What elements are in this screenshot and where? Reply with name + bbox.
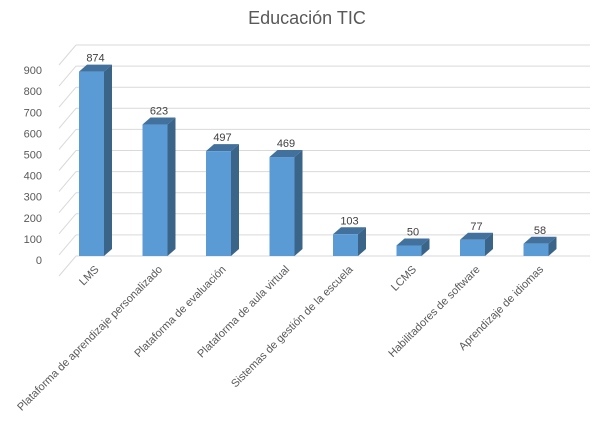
grid-diagonal — [58, 171, 77, 192]
data-label: 497 — [213, 132, 231, 144]
grid-diagonal — [58, 150, 77, 171]
bar-top — [333, 227, 366, 235]
bar-side — [358, 227, 366, 256]
bar-top — [460, 232, 493, 240]
grid-diagonal — [58, 213, 77, 235]
grid-diagonal — [58, 86, 77, 108]
data-label: 50 — [407, 226, 419, 238]
bar-side — [485, 232, 493, 256]
grid-diagonal — [58, 107, 77, 129]
grid-diagonal — [58, 255, 77, 277]
x-category-label: Plataforma de aprendizaje personalizado — [15, 264, 165, 414]
data-label: 469 — [277, 138, 295, 150]
bar-side — [167, 117, 176, 256]
x-category-label: Sistemas de gestión de la escuela — [229, 263, 356, 390]
bar-side — [231, 144, 239, 256]
bar-side — [548, 236, 557, 256]
bar-top — [523, 236, 557, 244]
bar-top — [206, 144, 239, 152]
y-tick-label: 0 — [36, 255, 42, 267]
y-tick-label: 100 — [24, 234, 42, 246]
y-tick-label: 700 — [24, 107, 42, 119]
bar-top — [79, 64, 112, 72]
y-tick-label: 800 — [24, 86, 42, 98]
bar-side — [421, 238, 430, 256]
grid-diagonal — [58, 234, 77, 256]
bar — [523, 243, 549, 256]
y-tick-label: 200 — [24, 213, 42, 225]
y-tick-label: 600 — [24, 128, 42, 140]
data-label: 77 — [470, 221, 482, 233]
bar-top — [396, 238, 430, 246]
bar — [333, 234, 358, 256]
chart-title: Educación TIC — [248, 8, 366, 28]
y-tick-label: 500 — [24, 150, 42, 162]
grid-diagonal — [58, 65, 77, 87]
data-label: 623 — [150, 106, 168, 118]
bar — [460, 239, 485, 256]
data-label: 103 — [340, 215, 358, 227]
x-category-label: LMS — [77, 264, 101, 288]
data-label: 58 — [534, 225, 546, 237]
bar — [206, 151, 231, 256]
bar — [142, 124, 168, 256]
bar-top — [142, 117, 176, 125]
bar-side — [294, 150, 303, 256]
bar — [269, 157, 295, 256]
grid-diagonal — [58, 192, 77, 214]
bar — [396, 245, 422, 256]
y-tick-label: 400 — [24, 171, 42, 183]
data-label: 874 — [86, 53, 104, 65]
y-tick-label: 300 — [24, 192, 42, 204]
bar-top — [269, 150, 303, 158]
x-category-label: LCMS — [389, 264, 419, 294]
bar-side — [104, 64, 112, 256]
grid-diagonal — [58, 44, 77, 66]
bar — [79, 71, 104, 256]
y-tick-label: 900 — [24, 65, 42, 77]
grid-diagonal — [58, 129, 77, 150]
